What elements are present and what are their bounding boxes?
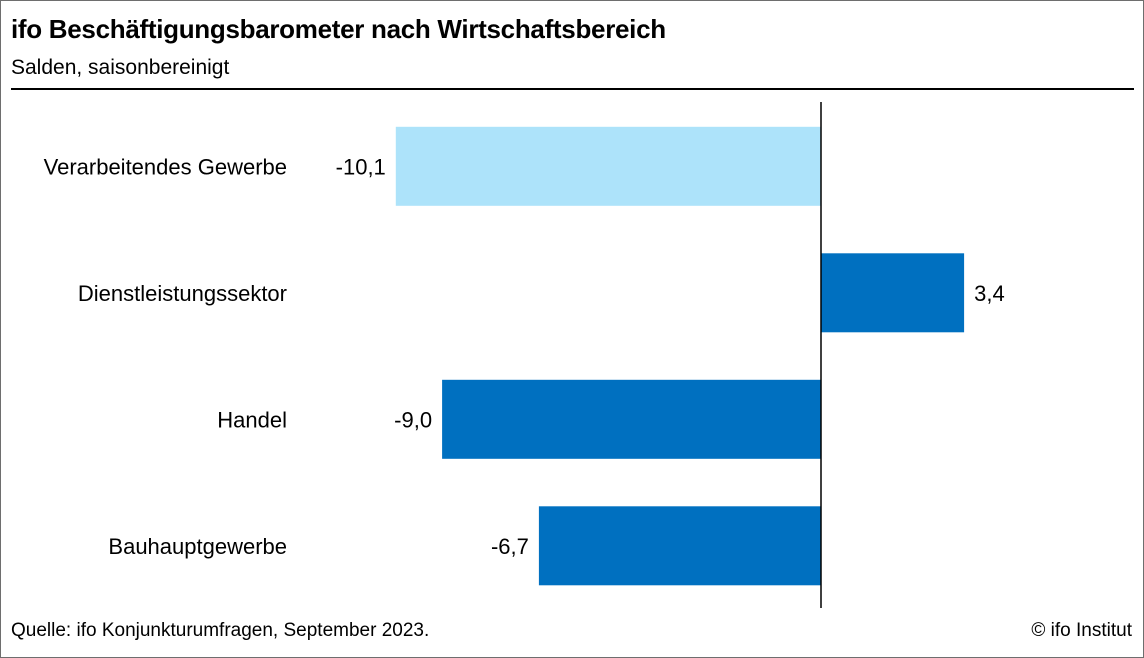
value-label-3: -6,7	[491, 534, 529, 559]
title-rule	[11, 88, 1134, 90]
bar-2	[442, 379, 821, 459]
bar-1	[821, 253, 965, 333]
value-label-1: 3,4	[974, 281, 1005, 306]
value-label-2: -9,0	[394, 407, 432, 432]
category-label-3: Bauhauptgewerbe	[108, 534, 287, 559]
bars-layer	[395, 126, 965, 586]
labels-layer: Verarbeitendes Gewerbe -10,1 Dienstleistun…	[44, 154, 1005, 559]
copyright-note: © ifo Institut	[1031, 620, 1132, 641]
chart-subtitle: Salden, saisonbereinigt	[11, 56, 230, 79]
category-label-1: Dienstleistungssektor	[78, 281, 287, 306]
category-label-0: Verarbeitendes Gewerbe	[44, 154, 287, 179]
chart-title: ifo Beschäftigungsbarometer nach Wirtsch…	[11, 14, 666, 44]
bar-0	[395, 126, 821, 206]
category-label-2: Handel	[217, 407, 287, 432]
bar-3	[538, 506, 821, 586]
source-note: Quelle: ifo Konjunkturumfragen, Septembe…	[11, 620, 430, 641]
value-label-0: -10,1	[336, 154, 386, 179]
